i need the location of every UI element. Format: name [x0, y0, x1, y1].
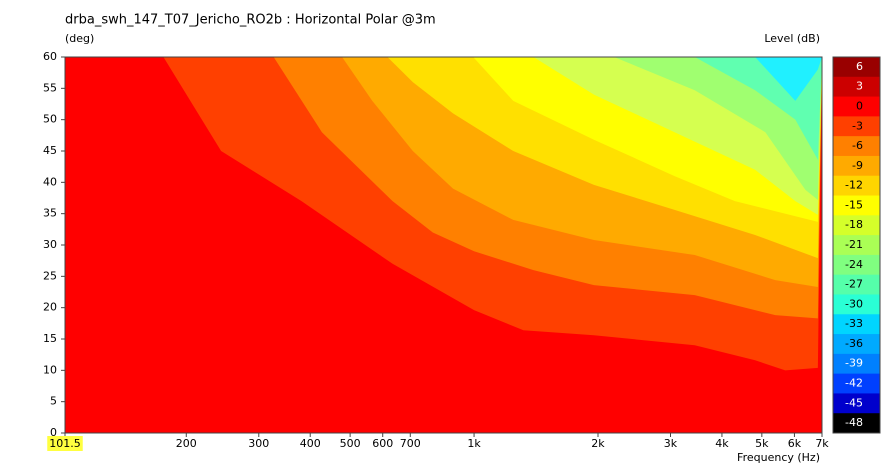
colorbar-tick-label: -18: [845, 218, 863, 231]
colorbar-label: Level (dB): [764, 32, 820, 45]
tick-highlight: [47, 436, 83, 451]
colorbar-band: [833, 155, 880, 177]
colorbar-tick-label: -39: [845, 357, 863, 370]
colorbar-band: [833, 274, 880, 295]
colorbar-tick-label: -48: [845, 416, 863, 429]
chart-title: drba_swh_147_T07_Jericho_RO2b : Horizont…: [65, 13, 436, 28]
colorbar-band: [833, 373, 880, 394]
x-tick-label: 4k: [715, 437, 729, 450]
colorbar-band: [833, 254, 880, 276]
colorbar-band: [833, 195, 880, 216]
colorbar-band: [833, 76, 880, 98]
x-tick-label: 2k: [591, 437, 605, 450]
colorbar-tick-label: 3: [856, 80, 863, 93]
y-tick-label: 0: [50, 426, 57, 439]
colorbar-band: [833, 235, 880, 256]
x-tick-label: 300: [248, 437, 269, 450]
x-tick-label: 600: [372, 437, 393, 450]
y-tick-label: 40: [43, 175, 57, 188]
y-tick-label: 30: [43, 238, 57, 251]
y-tick-label: 50: [43, 113, 57, 126]
colorbar-tick-label: -30: [845, 297, 863, 310]
x-tick-label: 1k: [467, 437, 481, 450]
y-tick-label: 60: [43, 50, 57, 63]
x-tick-label: 200: [176, 437, 197, 450]
colorbar-tick-label: -9: [852, 159, 863, 172]
colorbar-tick-label: -33: [845, 317, 863, 330]
y-axis-label: (deg): [65, 32, 94, 45]
colorbar-tick-label: -12: [845, 179, 863, 192]
contour-region: [755, 57, 822, 101]
y-tick-label: 45: [43, 144, 57, 157]
colorbar-band: [833, 314, 880, 335]
y-tick-label: 10: [43, 363, 57, 376]
y-tick-label: 15: [43, 332, 57, 345]
colorbar-frame: [832, 56, 881, 434]
colorbar-band: [833, 294, 880, 315]
colorbar-tick-label: 0: [856, 99, 863, 112]
colorbar-tick-label: -36: [845, 337, 863, 350]
y-tick-label: 35: [43, 207, 57, 220]
x-tick-label: 7k: [815, 437, 829, 450]
colorbar-tick-label: -42: [845, 377, 863, 390]
colorbar-band: [833, 57, 880, 78]
colorbar-tick-label: -3: [852, 119, 863, 132]
colorbar-tick-label: -45: [845, 396, 863, 409]
colorbar-band: [833, 96, 880, 117]
colorbar-band: [833, 116, 880, 137]
colorbar-band: [833, 393, 880, 414]
colorbar-tick-label: -21: [845, 238, 863, 251]
colorbar-tick-label: -15: [845, 198, 863, 211]
y-tick-label: 5: [50, 395, 57, 408]
y-tick-label: 55: [43, 81, 57, 94]
y-tick-label: 25: [43, 269, 57, 282]
colorbar-tick-label: -24: [845, 258, 863, 271]
x-tick-label: 6k: [788, 437, 802, 450]
colorbar-band: [833, 136, 880, 157]
x-tick-label: 500: [340, 437, 361, 450]
colorbar-band: [833, 175, 880, 197]
colorbar-tick-label: -6: [852, 139, 863, 152]
x-tick-label: 3k: [664, 437, 678, 450]
x-tick-label: 5k: [755, 437, 769, 450]
colorbar-band: [833, 334, 880, 355]
y-tick-label: 20: [43, 301, 57, 314]
x-tick-label: 101.5: [49, 437, 81, 450]
colorbar-tick-label: -27: [845, 278, 863, 291]
x-axis-label: Frequency (Hz): [737, 451, 820, 464]
colorbar-band: [833, 215, 880, 236]
colorbar-band: [833, 353, 880, 375]
colorbar-tick-label: 6: [856, 60, 863, 73]
x-tick-label: 400: [300, 437, 321, 450]
x-tick-label: 700: [400, 437, 421, 450]
colorbar-band: [833, 413, 880, 434]
